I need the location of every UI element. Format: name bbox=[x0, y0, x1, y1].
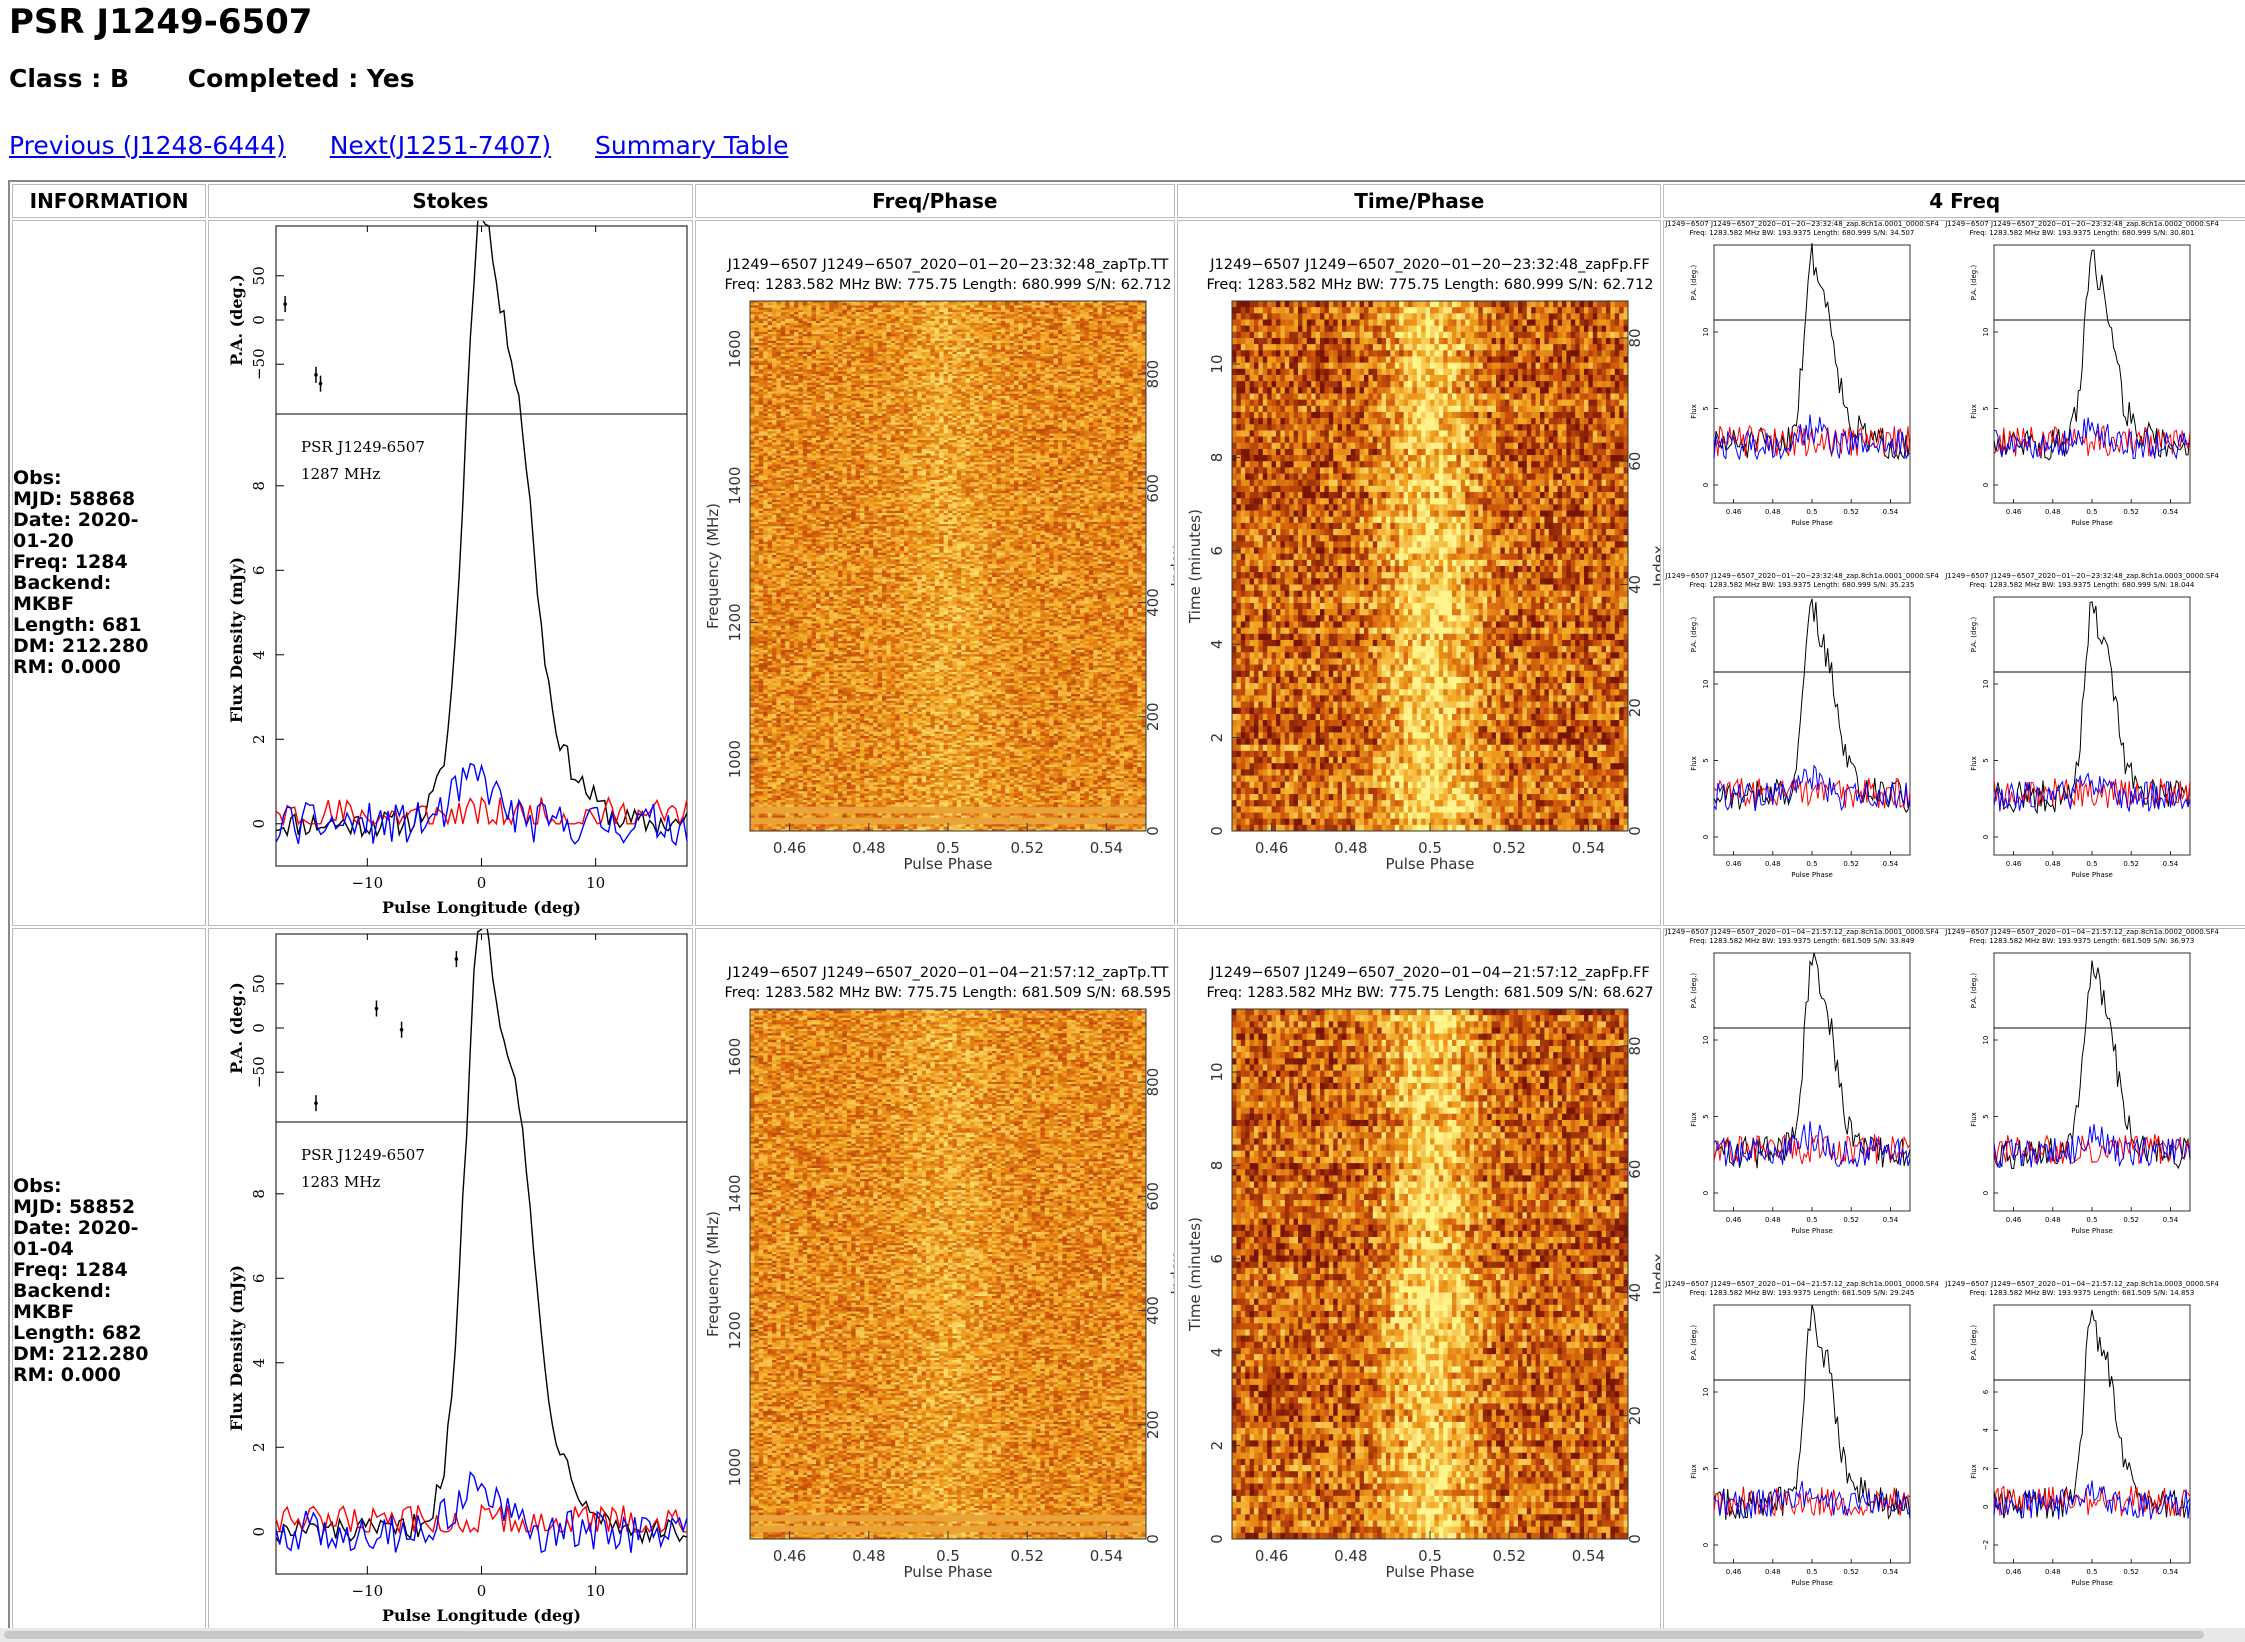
info-line: Date: 2020- bbox=[13, 510, 205, 531]
flux-tick-label: 8 bbox=[250, 481, 268, 491]
class-info: Class : B Completed : Yes bbox=[9, 64, 465, 93]
pa-point bbox=[314, 373, 318, 377]
pa-tick-label: 0 bbox=[250, 315, 268, 325]
previous-link[interactable]: Previous (J1248-6444) bbox=[9, 131, 286, 160]
freq-phase-plot: J1249−6507 J1249−6507_2020−01−20−23:32:4… bbox=[696, 221, 1174, 921]
freq-phase-cell: J1249−6507 J1249−6507_2020−01−20−23:32:4… bbox=[695, 220, 1175, 926]
flux-tick-label: 0 bbox=[250, 819, 268, 829]
completed-label: Completed : Yes bbox=[188, 64, 415, 93]
table-row: Obs: MJD: 58868 Date: 2020- 01-20 Freq: 1284… bbox=[12, 220, 2245, 926]
pa-point bbox=[284, 302, 288, 306]
observations-table: INFORMATION Stokes Freq/Phase Time/Phase… bbox=[8, 180, 2245, 1636]
stokes-i-line bbox=[276, 221, 687, 836]
x-axis-label: Pulse Longitude (deg) bbox=[382, 898, 581, 917]
navigation-links: Previous (J1248-6444) Next(J1251-7407) S… bbox=[9, 131, 824, 160]
info-line: RM: 0.000 bbox=[13, 657, 205, 678]
plot-subtitle: Freq: 1283.582 MHz BW: 775.75 Length: 68… bbox=[724, 277, 1171, 293]
next-link[interactable]: Next(J1251-7407) bbox=[330, 131, 551, 160]
info-line: Obs: bbox=[13, 468, 205, 489]
page-title: PSR J1249-6507 bbox=[9, 2, 312, 42]
header-4-freq: 4 Freq bbox=[1663, 184, 2245, 218]
flux-tick-label: 6 bbox=[250, 566, 268, 576]
x-tick-label: 10 bbox=[586, 874, 605, 892]
flux-axis-label: Flux Density (mJy) bbox=[227, 557, 246, 723]
pa-axis-label: P.A. (deg.) bbox=[227, 274, 246, 366]
x-tick-label: −10 bbox=[352, 874, 384, 892]
info-line: 01-20 bbox=[13, 531, 205, 552]
info-line: Backend: bbox=[13, 573, 205, 594]
flux-tick-label: 2 bbox=[250, 734, 268, 744]
info-line: DM: 212.280 bbox=[13, 636, 205, 657]
info-line: Freq: 1284 bbox=[13, 552, 205, 573]
stokes-plot: 50 0 −50P.A. (deg.) 8 6 4 2 0 Flux Density (mJy)… bbox=[209, 221, 691, 921]
info-line: MJD: 58868 bbox=[13, 489, 205, 510]
stokes-l-line bbox=[276, 797, 687, 823]
class-label: Class : B bbox=[9, 64, 129, 93]
plot-title: J1249−6507 J1249−6507_2020−01−20−23:32:4… bbox=[726, 257, 1168, 273]
table-header-row: INFORMATION Stokes Freq/Phase Time/Phase… bbox=[12, 184, 2245, 218]
stokes-v-line bbox=[276, 764, 687, 845]
frequency-label: 1287 MHz bbox=[301, 465, 380, 483]
pa-tick-label: 50 bbox=[250, 266, 268, 285]
header-time-phase: Time/Phase bbox=[1177, 184, 1661, 218]
header-information: INFORMATION bbox=[12, 184, 206, 218]
stokes-cell: 50 0 −50 P.A. (deg.) 8 6 4 2 0 Flux Density (mJy)… bbox=[208, 220, 692, 926]
pa-panel-frame bbox=[276, 226, 687, 414]
pa-tick-label: −50 bbox=[250, 348, 268, 380]
pa-point bbox=[319, 382, 323, 386]
info-line: MKBF bbox=[13, 594, 205, 615]
flux-tick-label: 4 bbox=[250, 650, 268, 660]
observation-info: Obs: MJD: 58868 Date: 2020- 01-20 Freq: 1284… bbox=[12, 220, 206, 926]
header-freq-phase: Freq/Phase bbox=[695, 184, 1175, 218]
summary-table-link[interactable]: Summary Table bbox=[595, 131, 788, 160]
header-stokes: Stokes bbox=[208, 184, 692, 218]
info-line: Length: 681 bbox=[13, 615, 205, 636]
x-tick-label: 0 bbox=[477, 874, 487, 892]
heatmap-cells bbox=[750, 301, 1146, 831]
pulsar-name-label: PSR J1249-6507 bbox=[301, 438, 425, 456]
